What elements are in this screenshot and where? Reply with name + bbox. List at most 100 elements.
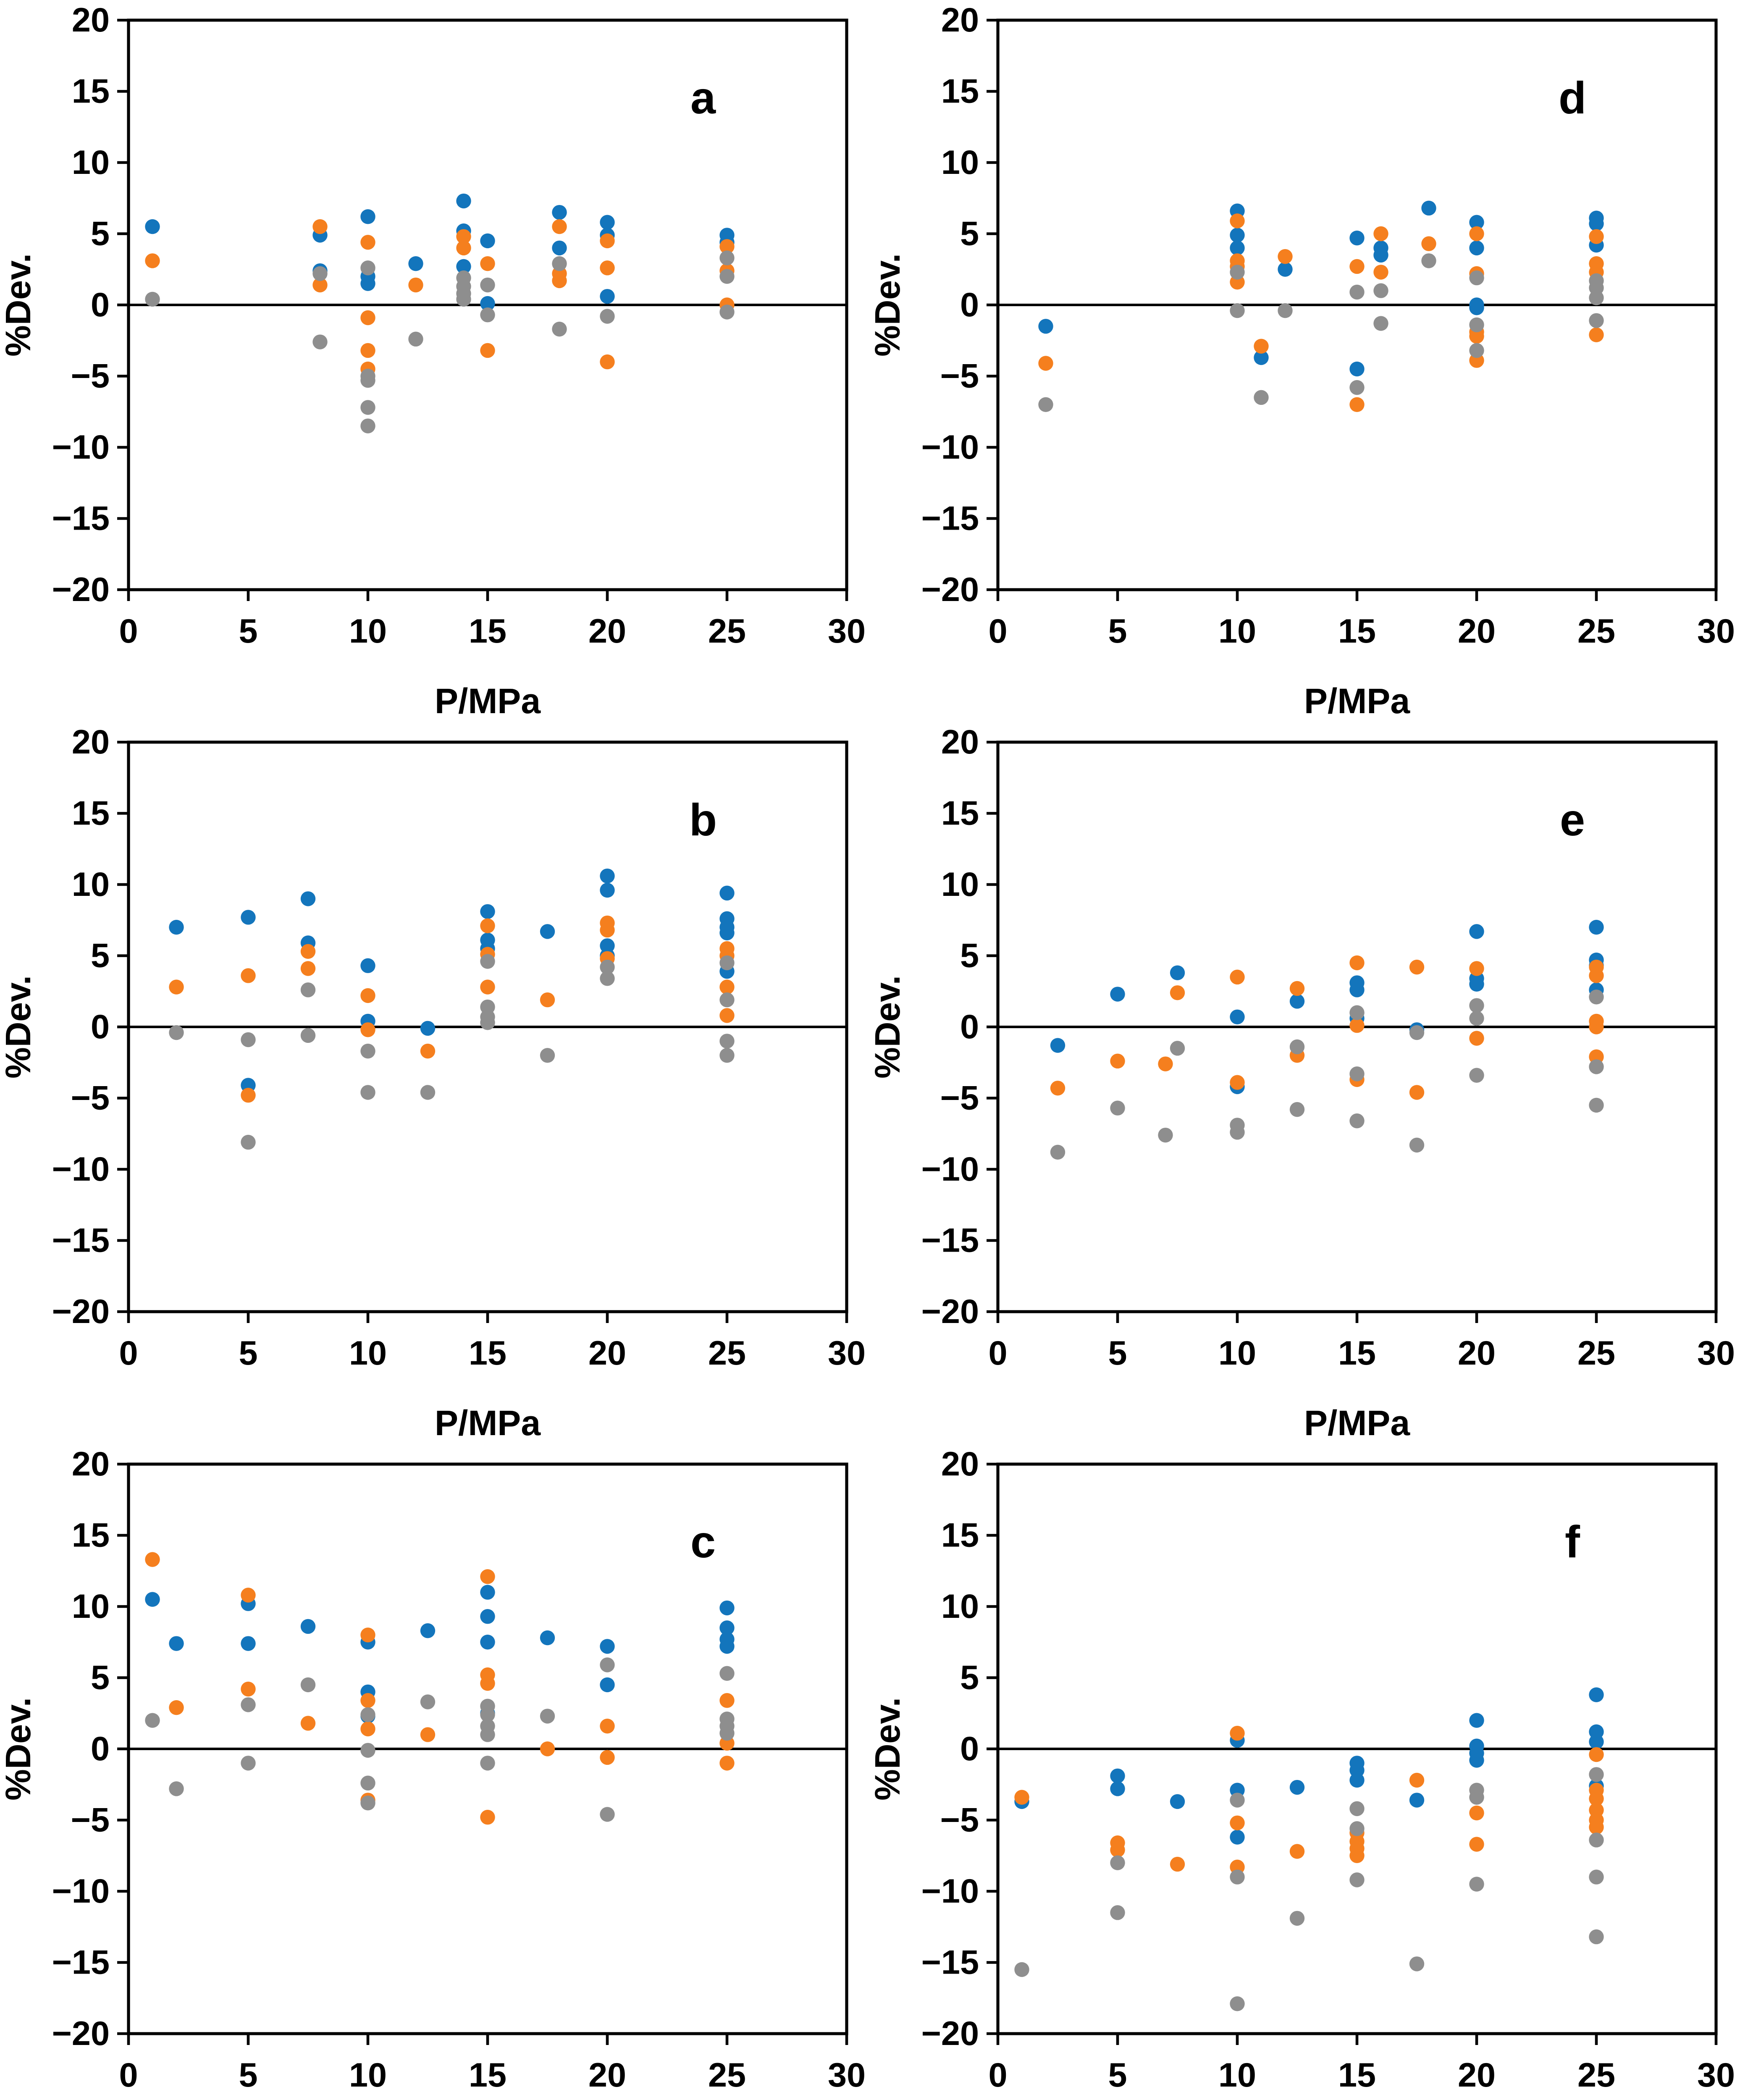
y-tick-label: 0 [91, 286, 110, 324]
data-point-blue [1409, 1793, 1425, 1808]
data-point-blue [1589, 1687, 1604, 1702]
data-point-orange [420, 1043, 436, 1059]
y-tick-label: −10 [921, 1872, 979, 1910]
data-point-gray [1158, 1127, 1173, 1143]
data-point-gray [1110, 1100, 1125, 1116]
panel-letter: d [1559, 72, 1586, 123]
data-point-orange [1230, 1726, 1245, 1741]
data-point-orange [1230, 969, 1245, 985]
data-point-gray [312, 334, 328, 349]
data-point-orange [169, 1700, 184, 1715]
y-tick-label: −5 [940, 357, 979, 395]
data-point-orange [600, 354, 615, 370]
data-point-orange [1373, 226, 1388, 242]
data-point-orange [480, 918, 495, 934]
y-tick-label: −10 [921, 428, 979, 466]
panel-c: 20151050−5−10−15−20051015202530%Dev.P/MP… [0, 1444, 869, 2100]
x-tick-label: 20 [588, 1334, 626, 1372]
data-point-blue [540, 924, 555, 939]
data-point-gray [1349, 1872, 1365, 1887]
y-tick-label: 10 [941, 1588, 979, 1625]
y-tick-label: −15 [921, 1222, 979, 1260]
data-point-blue [1110, 1781, 1125, 1796]
data-point-gray [1289, 1102, 1305, 1117]
scatter-plot-c: 20151050−5−10−15−20051015202530%Dev.P/MP… [0, 1445, 866, 2094]
data-point-blue [1254, 350, 1269, 365]
data-point-gray [480, 1727, 495, 1742]
data-point-gray [1469, 1068, 1484, 1083]
data-point-orange [360, 1693, 375, 1708]
data-point-gray [1254, 390, 1269, 405]
x-axis-title: P/MPa [435, 681, 541, 721]
data-point-blue [480, 296, 495, 311]
data-point-gray [241, 1756, 256, 1771]
data-point-orange [1349, 955, 1365, 971]
y-tick-label: 20 [72, 1445, 110, 1483]
data-point-orange [719, 1693, 735, 1708]
x-tick-label: 30 [828, 612, 866, 650]
x-tick-label: 25 [1577, 1334, 1615, 1372]
data-point-gray [145, 1713, 160, 1728]
data-point-orange [480, 979, 495, 995]
data-point-blue [1469, 240, 1484, 256]
x-tick-label: 10 [349, 1334, 387, 1372]
data-point-orange [360, 1022, 375, 1037]
data-point-orange [600, 922, 615, 938]
x-tick-label: 20 [588, 2056, 626, 2094]
data-point-blue [408, 256, 423, 271]
data-point-blue [719, 1600, 735, 1616]
y-tick-label: −10 [921, 1150, 979, 1188]
data-point-gray [1230, 265, 1245, 280]
y-axis-title: %Dev. [869, 253, 907, 357]
x-tick-label: 25 [708, 1334, 746, 1372]
x-tick-label: 30 [1697, 612, 1735, 650]
data-point-orange [169, 979, 184, 995]
y-tick-label: 10 [941, 144, 979, 181]
data-point-orange [480, 1810, 495, 1825]
y-tick-label: 15 [72, 73, 110, 110]
data-point-blue [420, 1623, 436, 1638]
y-tick-label: −15 [52, 1222, 110, 1260]
data-point-gray [360, 1743, 375, 1758]
data-point-gray [480, 1015, 495, 1030]
data-point-orange [1589, 1791, 1604, 1806]
x-tick-label: 0 [988, 1334, 1007, 1372]
data-point-blue [1469, 215, 1484, 230]
y-axis-title: %Dev. [0, 1697, 38, 1801]
data-point-gray [420, 1085, 436, 1100]
data-point-blue [169, 920, 184, 935]
data-point-orange [312, 219, 328, 234]
data-point-orange [1050, 1081, 1066, 1096]
data-point-orange [600, 1719, 615, 1734]
data-point-blue [300, 891, 316, 906]
data-point-gray [1289, 1911, 1305, 1926]
data-point-blue [1349, 982, 1365, 998]
data-point-gray [719, 304, 735, 320]
data-point-gray [360, 400, 375, 415]
data-point-blue [600, 289, 615, 304]
x-tick-label: 15 [469, 1334, 507, 1372]
y-tick-label: 0 [91, 1730, 110, 1768]
x-tick-label: 5 [1108, 1334, 1127, 1372]
data-point-gray [1589, 1929, 1604, 1945]
data-point-blue [600, 1639, 615, 1654]
data-point-orange [1349, 259, 1365, 274]
data-point-orange [1469, 1837, 1484, 1852]
data-point-gray [719, 269, 735, 284]
y-tick-label: 5 [960, 215, 979, 253]
x-tick-label: 10 [349, 2056, 387, 2094]
data-point-blue [1469, 1753, 1484, 1768]
x-tick-label: 20 [588, 612, 626, 650]
data-point-orange [312, 277, 328, 293]
data-point-gray [1409, 1137, 1425, 1153]
x-tick-label: 0 [988, 2056, 1007, 2094]
data-point-gray [1589, 1869, 1604, 1885]
x-tick-label: 20 [1458, 1334, 1496, 1372]
data-point-blue [1230, 240, 1245, 256]
x-tick-label: 20 [1458, 612, 1496, 650]
data-point-gray [360, 1796, 375, 1811]
data-point-gray [1230, 303, 1245, 318]
data-point-blue [456, 193, 471, 209]
x-tick-label: 30 [828, 2056, 866, 2094]
data-point-gray [1110, 1905, 1125, 1920]
